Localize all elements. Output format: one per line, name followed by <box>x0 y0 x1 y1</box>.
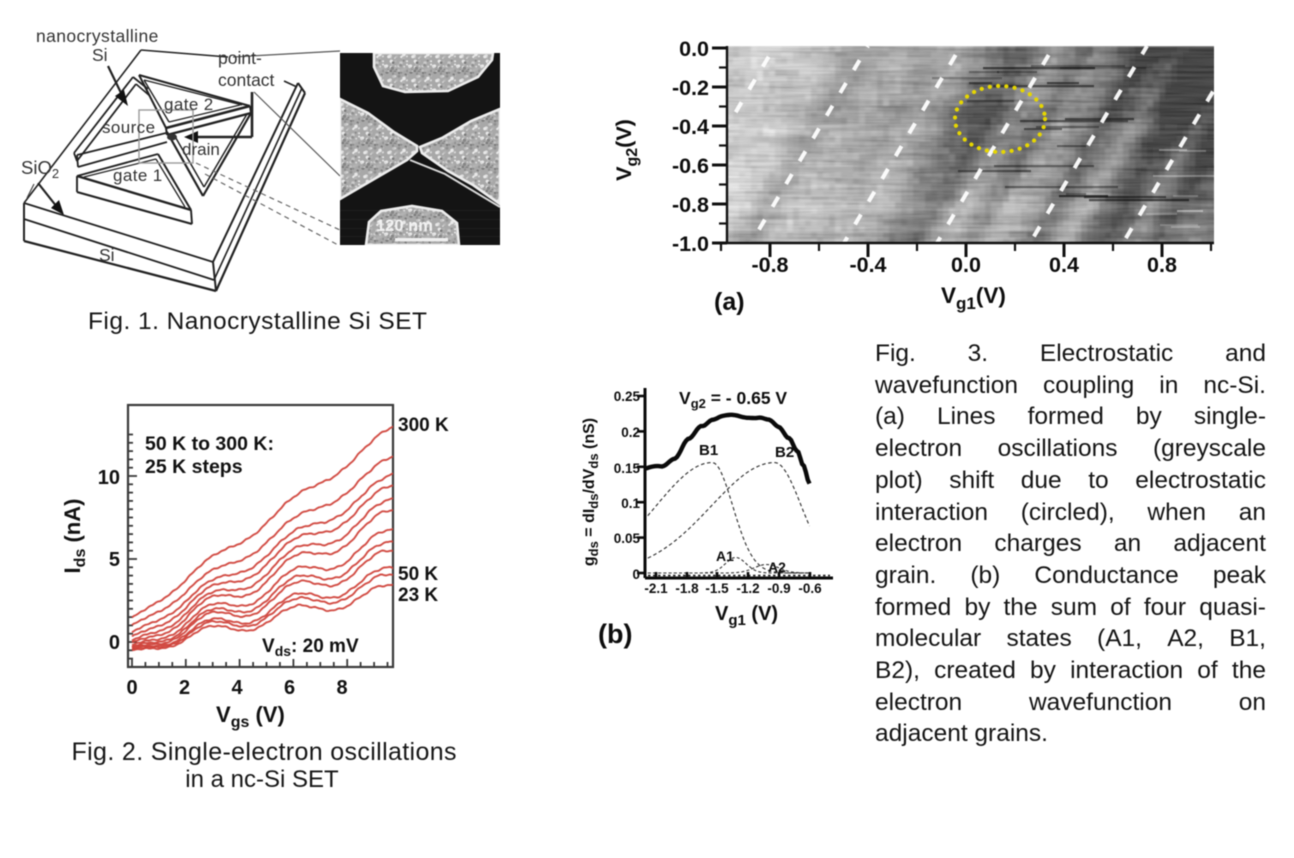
svg-text:-0.8: -0.8 <box>751 253 788 277</box>
svg-text:SiO2: SiO2 <box>21 157 59 181</box>
svg-text:-2.1: -2.1 <box>644 581 668 596</box>
svg-text:0.1: 0.1 <box>621 496 640 511</box>
svg-text:Fig. 1. Nanocrystalline Si SET: Fig. 1. Nanocrystalline Si SET <box>88 308 427 335</box>
svg-text:drain: drain <box>182 140 220 159</box>
svg-text:0.15: 0.15 <box>614 461 641 476</box>
svg-text:23 K: 23 K <box>398 585 438 606</box>
svg-text:Si: Si <box>92 45 108 65</box>
svg-text:0.0: 0.0 <box>951 253 981 277</box>
svg-text:Vgs (V): Vgs (V) <box>216 702 285 731</box>
svg-text:8: 8 <box>336 677 347 699</box>
svg-text:point-: point- <box>218 48 262 68</box>
svg-text:B1: B1 <box>699 442 718 459</box>
svg-text:Fig. 2. Single-electron oscill: Fig. 2. Single-electron oscillations <box>72 738 457 766</box>
svg-text:0.2: 0.2 <box>621 425 640 440</box>
svg-text:300 K: 300 K <box>398 415 449 436</box>
svg-text:Ids (nA): Ids (nA) <box>60 499 89 574</box>
svg-text:10: 10 <box>98 467 120 489</box>
svg-text:Vg1(V): Vg1(V) <box>941 283 1006 313</box>
svg-text:5: 5 <box>109 549 120 571</box>
svg-text:-0.2: -0.2 <box>672 76 709 100</box>
svg-text:Vds: 20 mV: Vds: 20 mV <box>262 636 359 659</box>
svg-text:contact: contact <box>218 70 275 90</box>
svg-text:-0.9: -0.9 <box>767 581 790 596</box>
svg-text:-0.4: -0.4 <box>849 253 886 277</box>
svg-text:25 K steps: 25 K steps <box>145 456 243 478</box>
svg-text:-0.4: -0.4 <box>672 115 709 139</box>
svg-text:A2: A2 <box>768 559 786 575</box>
svg-text:-1.2: -1.2 <box>736 581 759 596</box>
svg-text:4: 4 <box>231 677 243 699</box>
svg-text:0.4: 0.4 <box>1049 253 1079 277</box>
svg-text:0: 0 <box>109 632 120 654</box>
svg-text:in a nc-Si SET: in a nc-Si SET <box>185 766 339 793</box>
svg-text:0.0: 0.0 <box>679 37 709 61</box>
svg-text:Vg2 = - 0.65 V: Vg2 = - 0.65 V <box>679 388 787 411</box>
svg-text:gate 1: gate 1 <box>113 166 163 185</box>
svg-text:0: 0 <box>632 567 640 582</box>
svg-text:Vg2(V): Vg2(V) <box>612 119 641 181</box>
svg-text:Si: Si <box>99 245 115 265</box>
svg-text:B2: B2 <box>775 444 794 461</box>
svg-text:Vg1 (V): Vg1 (V) <box>715 603 778 629</box>
svg-text:-1.5: -1.5 <box>705 581 729 596</box>
svg-text:50 K to 300 K:: 50 K to 300 K: <box>145 433 274 455</box>
svg-text:gds = dIds/dVds (nS): gds = dIds/dVds (nS) <box>581 418 601 566</box>
svg-text:(b): (b) <box>598 619 632 649</box>
svg-text:A1: A1 <box>716 548 734 564</box>
svg-text:0: 0 <box>126 677 137 699</box>
svg-text:2: 2 <box>179 677 190 699</box>
svg-text:0.8: 0.8 <box>1147 253 1177 277</box>
svg-text:-1.8: -1.8 <box>675 581 699 596</box>
svg-text:-0.6: -0.6 <box>798 581 822 596</box>
svg-text:120 nm: 120 nm <box>376 217 433 235</box>
svg-text:6: 6 <box>284 677 295 699</box>
svg-text:-1.0: -1.0 <box>672 232 709 256</box>
svg-text:0.25: 0.25 <box>614 389 641 404</box>
svg-text:source: source <box>102 118 155 137</box>
svg-text:nanocrystalline: nanocrystalline <box>36 26 159 46</box>
svg-text:0.05: 0.05 <box>614 531 641 546</box>
svg-text:gate 2: gate 2 <box>164 95 214 114</box>
svg-text:-0.6: -0.6 <box>672 154 709 178</box>
svg-text:50 K: 50 K <box>398 564 438 585</box>
svg-text:-0.8: -0.8 <box>672 193 709 217</box>
svg-text:(a): (a) <box>714 288 745 316</box>
